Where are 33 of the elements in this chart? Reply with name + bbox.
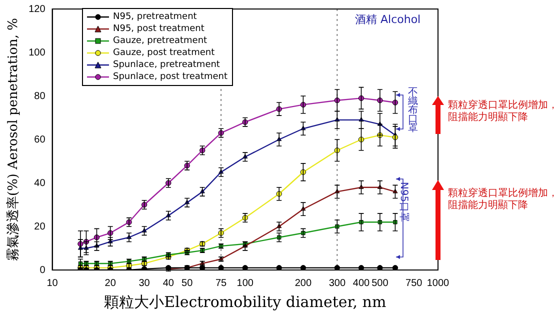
x-tick-label: 30 <box>138 278 150 289</box>
legend-label: Gauze, pretreatment <box>113 36 208 46</box>
y-axis-title: 霧氣滲透率(%) Aerosol penetration, % <box>5 18 22 262</box>
x-axis-title: 顆粒大小Electromobility diameter, nm <box>104 292 386 311</box>
x-tick-label: 1000 <box>426 278 450 289</box>
annotation: 不織布口罩 <box>407 87 419 134</box>
x-tick-label: 75 <box>215 278 228 289</box>
y-tick-label: 100 <box>28 47 46 58</box>
legend-label: Spunlace, pretreatment <box>113 60 220 70</box>
x-tick-label: 400 <box>352 278 370 289</box>
x-tick-label: 10 <box>46 278 58 289</box>
text: 顆粒穿透口罩比例增加，阻擋能力明顯下降 <box>448 100 558 124</box>
y-tick-label: 120 <box>28 4 46 15</box>
y-tick-label: 80 <box>34 90 46 102</box>
legend-label: Gauze, post treatment <box>113 48 215 58</box>
y-tick-label: 40 <box>34 178 46 189</box>
x-tick-label: 100 <box>236 278 254 289</box>
y-tick-label: 60 <box>34 134 46 146</box>
annotation: 酒精 Alcohol <box>355 12 421 27</box>
x-tick-label: 40 <box>162 278 174 289</box>
x-tick-label: 200 <box>294 278 312 289</box>
annotation: N95口罩 <box>397 182 410 222</box>
y-tick-label: 0 <box>40 264 46 276</box>
x-tick-label: 20 <box>104 278 116 289</box>
text: 顆粒穿透口罩比例增加，阻擋能力明顯下降 <box>448 188 558 212</box>
y-tick-label: 20 <box>34 221 46 232</box>
x-tick-label: 50 <box>182 278 194 289</box>
x-tick-label: 300 <box>328 278 346 289</box>
legend-label: N95, post treatment <box>113 24 204 34</box>
legend-label: Spunlace, post treatment <box>113 72 228 82</box>
legend-label: N95, pretreatment <box>113 12 197 22</box>
x-tick-label: 500 <box>372 278 389 289</box>
x-tick-label: 750 <box>406 278 423 289</box>
